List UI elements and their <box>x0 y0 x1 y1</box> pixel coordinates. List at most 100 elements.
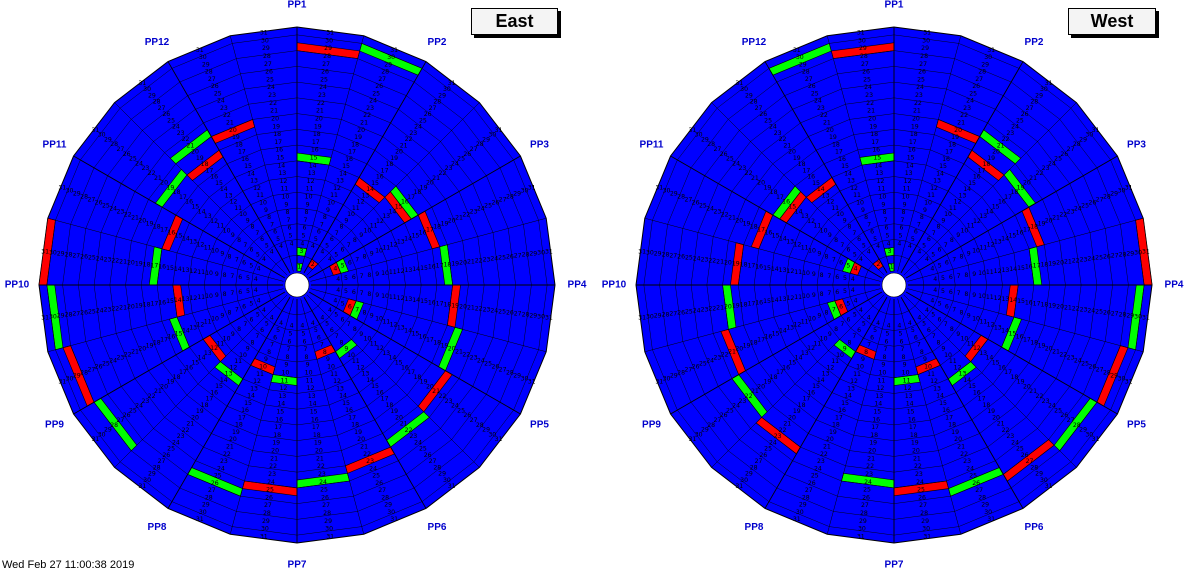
cell-number: 22 <box>820 112 828 119</box>
cell-number: 27 <box>116 417 124 424</box>
cell-number: 27 <box>499 367 507 374</box>
cell-number: 5 <box>938 300 942 307</box>
cell-number: 22 <box>182 136 190 143</box>
cell-number: 24 <box>451 403 459 410</box>
cell-number: 26 <box>123 151 131 158</box>
cell-number: 27 <box>499 196 507 203</box>
cell-number: 26 <box>424 111 432 118</box>
cell-number: 19 <box>987 155 995 162</box>
cell-number: 22 <box>438 393 446 400</box>
cell-number: 31 <box>495 127 503 134</box>
cell-number: 20 <box>826 436 834 443</box>
cell-number: 23 <box>817 105 825 112</box>
cell-number: 23 <box>268 471 276 478</box>
cell-number: 29 <box>799 61 807 68</box>
cell-number: 9 <box>828 232 832 239</box>
cell-number: 30 <box>922 526 930 533</box>
ring-divider <box>172 160 422 410</box>
cell-number: 21 <box>400 421 408 428</box>
cell-number: 22 <box>745 170 753 177</box>
cell-number: 20 <box>271 448 279 455</box>
cell-number: 21 <box>154 388 162 395</box>
cell-number: 9 <box>231 331 235 338</box>
cell-number: 15 <box>873 409 881 416</box>
cell-number: 10 <box>375 248 383 255</box>
cell-number: 31 <box>58 184 66 191</box>
cell-number: 19 <box>987 408 995 415</box>
cell-number: 26 <box>918 69 926 76</box>
cell-number: 28 <box>677 370 685 377</box>
cell-number: 11 <box>204 319 212 326</box>
cell-number: 23 <box>817 458 825 465</box>
cell-number: 9 <box>284 201 288 208</box>
cell-number: 8 <box>286 209 290 216</box>
cell-number: 22 <box>721 352 729 359</box>
cell-number: 8 <box>367 272 371 279</box>
cell-number: 15 <box>191 360 199 367</box>
cell-number: 30 <box>1118 187 1126 194</box>
cell-number: 19 <box>146 220 154 227</box>
cell-number: 28 <box>433 464 441 471</box>
cell-number: 6 <box>839 303 843 310</box>
cell-number: 16 <box>158 264 166 271</box>
cell-number: 26 <box>692 199 700 206</box>
cell-number: 26 <box>80 254 88 261</box>
cell-number: 10 <box>259 364 267 371</box>
cell-number: 18 <box>273 131 281 138</box>
cell-number: 11 <box>831 205 839 212</box>
cell-number: 19 <box>441 220 449 227</box>
cell-number: 24 <box>814 465 822 472</box>
cell-number: 14 <box>985 208 993 215</box>
cell-number: 11 <box>352 205 360 212</box>
cell-number: 31 <box>923 30 931 37</box>
cell-number: 17 <box>747 263 755 270</box>
cell-number: 13 <box>336 385 344 392</box>
cell-number: 15 <box>244 400 252 407</box>
cell-number: 22 <box>269 463 277 470</box>
cell-number: 25 <box>88 309 96 316</box>
cell-number: 30 <box>1085 132 1093 139</box>
cell-number: 13 <box>250 178 258 185</box>
cell-number: 5 <box>922 321 926 328</box>
cell-number: 29 <box>384 61 392 68</box>
cell-number: 16 <box>345 407 353 414</box>
cell-number: 19 <box>354 134 362 141</box>
cell-number: 17 <box>909 139 917 146</box>
cell-number: 11 <box>330 192 338 199</box>
cell-number: 15 <box>788 204 796 211</box>
cell-number: 26 <box>80 310 88 317</box>
cell-number: 12 <box>807 218 815 225</box>
cell-number: 24 <box>693 256 701 263</box>
cell-number: 7 <box>235 306 239 313</box>
cell-number: 29 <box>1035 92 1043 99</box>
sector-divider <box>306 102 480 276</box>
cell-number: 19 <box>232 429 240 436</box>
cell-number: 16 <box>167 230 175 237</box>
cell-number: 27 <box>429 105 437 112</box>
cell-number: 30 <box>199 509 207 516</box>
cell-number: 11 <box>382 245 390 252</box>
cell-number: 8 <box>237 326 241 333</box>
cell-number: 19 <box>869 440 877 447</box>
cell-number: 25 <box>1054 407 1062 414</box>
cell-number: 9 <box>306 362 310 369</box>
cell-number: 31 <box>1045 483 1053 490</box>
cell-number: 30 <box>443 477 451 484</box>
sector-divider <box>764 61 888 274</box>
cell-number: 22 <box>438 170 446 177</box>
cell-number: 30 <box>858 526 866 533</box>
cell-number: 18 <box>1040 301 1048 308</box>
cell-number: 15 <box>310 409 318 416</box>
cell-number: 30 <box>521 376 529 383</box>
cell-number: 31 <box>196 47 204 54</box>
cell-number: 13 <box>786 325 794 332</box>
cell-number: 7 <box>867 221 871 228</box>
cell-number: 6 <box>238 289 242 296</box>
ring-divider <box>832 223 956 347</box>
cell-number: 26 <box>211 83 219 90</box>
cell-number: 9 <box>326 356 330 363</box>
cell-number: 20 <box>426 180 434 187</box>
cell-number: 4 <box>300 323 304 330</box>
cell-number: 4 <box>328 256 332 263</box>
cell-number: 13 <box>933 178 941 185</box>
